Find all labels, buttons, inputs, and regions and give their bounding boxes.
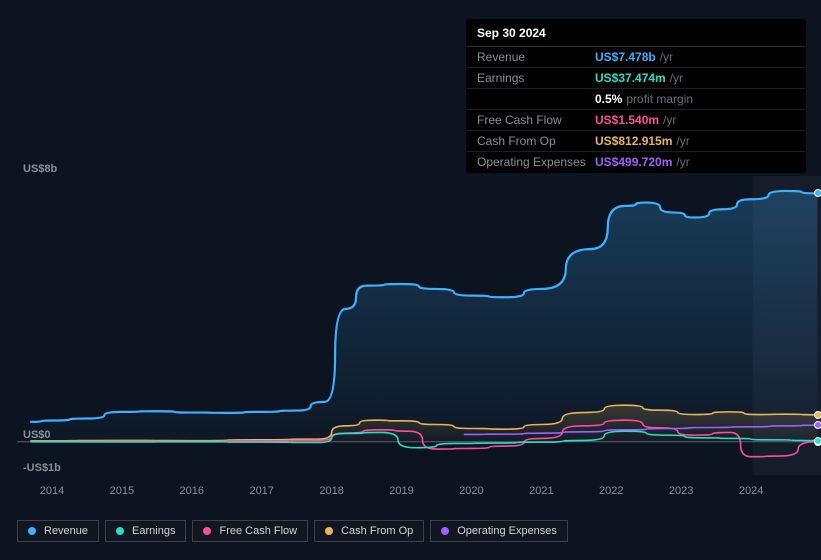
x-axis-label: 2019 [389,485,413,497]
legend-label: Cash From Op [341,525,413,537]
legend-label: Earnings [132,525,175,537]
tooltip-row-value: 0.5% [595,92,622,106]
legend-dot-icon [203,527,211,535]
x-axis-label: 2016 [180,485,204,497]
tooltip-row-suffix: /yr [676,134,689,148]
tooltip-row: RevenueUS$7.478b/yr [467,47,805,68]
series-marker [814,189,821,197]
y-axis-label: US$8b [23,163,57,175]
x-axis-label: 2024 [739,485,763,497]
tooltip-row-label: Revenue [477,50,595,64]
chart-legend: Revenue Earnings Free Cash Flow Cash From O… [17,520,568,542]
x-axis-label: 2021 [529,485,553,497]
legend-dot-icon [325,527,333,535]
x-axis-label: 2015 [110,485,134,497]
x-axis-label: 2020 [459,485,483,497]
legend-item-fcf[interactable]: Free Cash Flow [192,520,308,542]
series-marker [814,437,821,445]
tooltip-row-suffix: profit margin [626,92,693,106]
tooltip-row-suffix: /yr [670,71,683,85]
legend-label: Operating Expenses [457,525,557,537]
tooltip-row-label: Operating Expenses [477,155,595,169]
tooltip-row-suffix: /yr [676,155,689,169]
tooltip-row-value: US$1.540m [595,113,659,127]
legend-dot-icon [28,527,36,535]
tooltip-row-value: US$812.915m [595,134,672,148]
legend-item-earnings[interactable]: Earnings [105,520,186,542]
series-marker [814,411,821,419]
x-axis-label: 2022 [599,485,623,497]
tooltip-row: Operating ExpensesUS$499.720m/yr [467,152,805,172]
tooltip-row: 0.5% profit margin [467,89,805,110]
tooltip-row-suffix: /yr [663,113,676,127]
tooltip-row-label: Earnings [477,71,595,85]
x-axis-label: 2018 [319,485,343,497]
legend-dot-icon [441,527,449,535]
tooltip-row-value: US$7.478b [595,50,656,64]
tooltip-row-value: US$37.474m [595,71,666,85]
tooltip-row: Cash From OpUS$812.915m/yr [467,131,805,152]
legend-item-revenue[interactable]: Revenue [17,520,99,542]
chart-tooltip: Sep 30 2024 RevenueUS$7.478b/yrEarningsU… [466,19,806,173]
legend-item-opex[interactable]: Operating Expenses [430,520,568,542]
legend-label: Revenue [44,525,88,537]
tooltip-row-label: Cash From Op [477,134,595,148]
legend-item-cfo[interactable]: Cash From Op [314,520,424,542]
tooltip-row-suffix: /yr [660,50,673,64]
x-axis-label: 2017 [249,485,273,497]
series-marker [814,421,821,429]
legend-label: Free Cash Flow [219,525,297,537]
x-axis-label: 2014 [40,485,64,497]
tooltip-row-label: Free Cash Flow [477,113,595,127]
legend-dot-icon [116,527,124,535]
tooltip-row-value: US$499.720m [595,155,672,169]
tooltip-row: EarningsUS$37.474m/yr [467,68,805,89]
x-axis-label: 2023 [669,485,693,497]
tooltip-row: Free Cash FlowUS$1.540m/yr [467,110,805,131]
financial-chart [17,176,821,475]
tooltip-date: Sep 30 2024 [467,20,805,47]
